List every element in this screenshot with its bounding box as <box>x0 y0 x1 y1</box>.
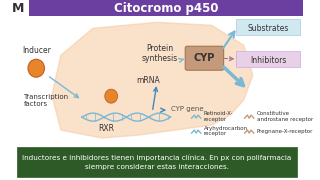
Text: RXR: RXR <box>99 124 115 133</box>
Text: Inducer: Inducer <box>22 46 51 55</box>
Text: CYP gene: CYP gene <box>171 106 203 112</box>
Text: Protein
synthesis: Protein synthesis <box>141 44 178 63</box>
Text: Transcription
factors: Transcription factors <box>23 94 68 107</box>
Text: M: M <box>12 2 24 15</box>
Text: Substrates: Substrates <box>248 24 289 33</box>
Text: Constitutive
androstane receptor: Constitutive androstane receptor <box>257 111 313 122</box>
Circle shape <box>28 59 44 77</box>
FancyBboxPatch shape <box>236 19 300 35</box>
FancyBboxPatch shape <box>236 51 300 67</box>
Text: Citocromo p450: Citocromo p450 <box>114 2 218 15</box>
Text: Aryhydrocarbon
receptor: Aryhydrocarbon receptor <box>204 126 248 136</box>
FancyBboxPatch shape <box>29 0 303 16</box>
Text: mRNA: mRNA <box>136 76 160 85</box>
FancyBboxPatch shape <box>17 147 297 177</box>
Text: Retinoid-X-
receptor: Retinoid-X- receptor <box>204 111 233 122</box>
FancyBboxPatch shape <box>185 46 224 70</box>
Circle shape <box>105 89 117 103</box>
Polygon shape <box>52 22 253 138</box>
Text: Inductores e inhibidores tienen importancia clínica. En px con polifarmacia
siem: Inductores e inhibidores tienen importan… <box>22 155 292 170</box>
Text: Pregnane-X-receptor: Pregnane-X-receptor <box>257 129 313 134</box>
Text: Inhibitors: Inhibitors <box>250 56 287 65</box>
Text: CYP: CYP <box>194 53 215 63</box>
